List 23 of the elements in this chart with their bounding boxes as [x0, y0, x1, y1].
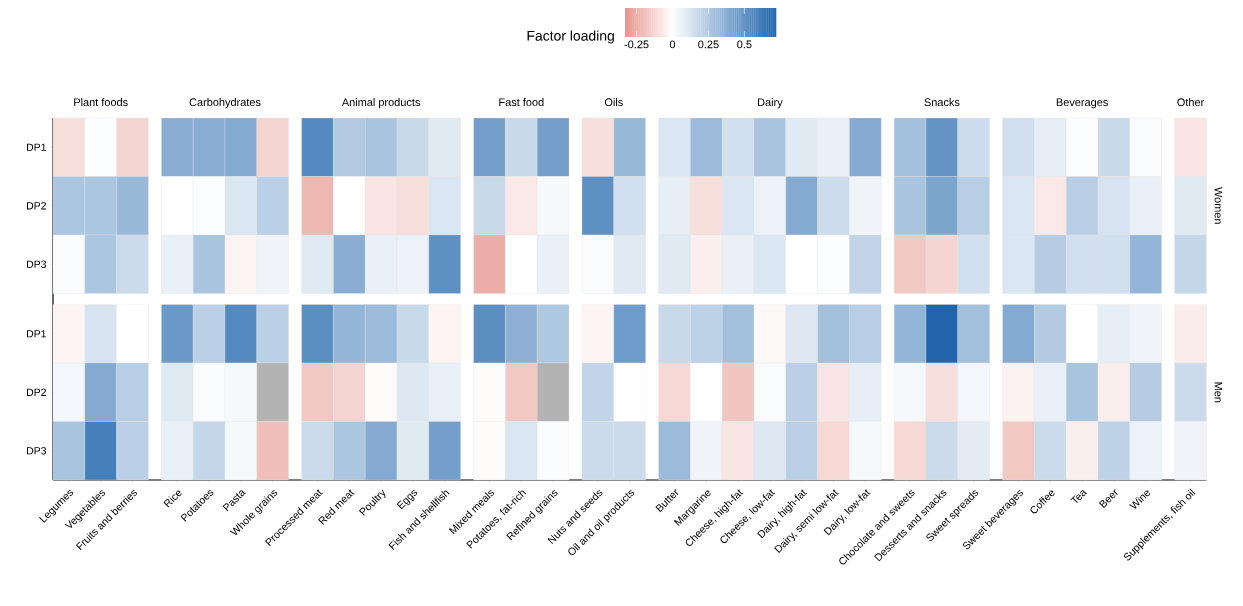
- text: Beverages: [1056, 98, 1108, 109]
- text: Carbohydrates: [189, 98, 261, 109]
- y-tick-label: DP1: [27, 330, 46, 338]
- y-tick-label: DP2: [27, 388, 46, 396]
- y-tick-label: DP3: [27, 447, 47, 455]
- text: Snacks: [924, 98, 960, 107]
- text: Other: [1177, 98, 1205, 107]
- text: Dairy: [758, 98, 783, 109]
- color-bar-label: 0.25: [698, 40, 719, 49]
- text: Men: [1214, 382, 1223, 403]
- color-bar-title: Factor loading: [527, 30, 614, 44]
- color-bar-label: -0.25: [624, 40, 649, 49]
- y-tick-label: DP3: [27, 260, 47, 268]
- text: Animal products: [341, 98, 420, 109]
- color-bar-label: 0: [669, 40, 676, 49]
- y-tick-label: DP2: [27, 202, 46, 210]
- text: Women: [1214, 187, 1223, 224]
- text: Fast food: [499, 98, 544, 107]
- y-tick-label: DP1: [27, 143, 46, 151]
- color-bar-label: 0.5: [737, 40, 752, 49]
- x-tick-label: Tea: [1070, 490, 1088, 504]
- text: Oils: [604, 98, 623, 107]
- text: Plant foods: [74, 98, 128, 107]
